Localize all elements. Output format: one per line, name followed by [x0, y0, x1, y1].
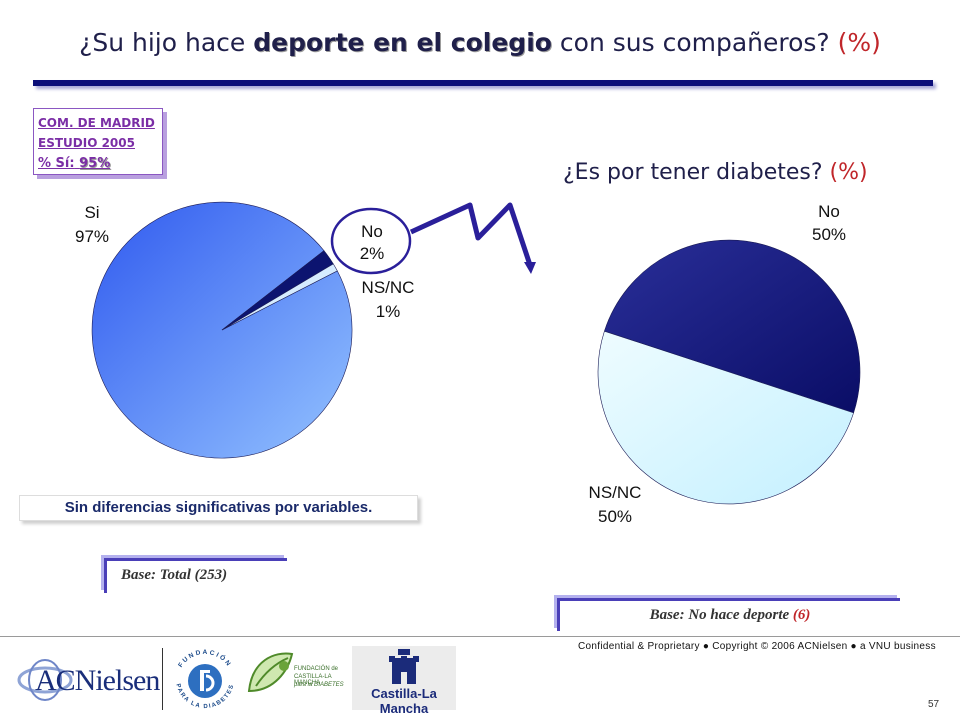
confidential-notice: Confidential & Proprietary ● Copyright ©…	[578, 641, 936, 652]
title-divider	[33, 80, 933, 86]
acnielsen-logo: ACNielsen	[15, 652, 160, 704]
fundacion-diabetes-logo: FUNDACIÓN PARA LA DIABETES	[170, 641, 240, 713]
page-number: 57	[928, 699, 940, 710]
pie2-label-nsnc: NS/NC	[589, 483, 642, 502]
acnielsen-swirl-icon	[17, 659, 73, 701]
zigzag-arrow-head	[524, 262, 536, 274]
leaf-icon	[247, 652, 294, 693]
second-chart-question: ¿Es por tener diabetes?	[563, 160, 823, 185]
page-title: ¿Su hijo hace deporte en el colegio con …	[0, 28, 960, 57]
madrid-yes-value: 95%	[79, 156, 111, 171]
pie2-value-no: 50%	[812, 225, 846, 244]
footer-logo-separator	[162, 648, 163, 710]
fcm-line-3: para la DIABETES	[294, 682, 344, 688]
pie2-label-no: No	[818, 202, 840, 221]
pie1-slice-ns-nc	[221, 263, 338, 331]
base-no-sport-text: Base: No hace deporte	[649, 607, 790, 623]
base-total-label: Base: Total (253)	[104, 558, 287, 593]
fundacion-castilla-logo: FUNDACIÓN de CASTILLA-LA MANCHA para la …	[244, 644, 344, 710]
title-percent-unit: (%)	[837, 28, 881, 57]
clm-logo-text: Castilla-La Mancha	[371, 686, 437, 716]
acnielsen-logo-text: ACNielsen	[35, 664, 160, 697]
pie-chart-sport	[91, 201, 353, 459]
madrid-line-study: ESTUDIO 2005	[38, 136, 135, 150]
castilla-la-mancha-logo: Castilla-La Mancha	[352, 646, 456, 716]
base-no-sport-label: Base: No hace deporte (6)	[557, 598, 900, 631]
footer-divider	[0, 636, 960, 637]
second-chart-title: ¿Es por tener diabetes? (%)	[563, 160, 868, 185]
no-callout-bubble	[330, 207, 412, 275]
title-prefix: ¿Su hijo hace	[79, 28, 254, 57]
pie1-value-si: 97%	[75, 227, 109, 246]
castle-crest-icon	[389, 649, 419, 684]
madrid-reference-box: COM. DE MADRID ESTUDIO 2005 % Sí: 95%	[33, 108, 163, 175]
no-differences-note: Sin diferencias significativas por varia…	[19, 495, 418, 521]
pie1-label-si: Si	[84, 203, 99, 222]
madrid-yes-label: % Sí:	[38, 156, 75, 171]
pie1-slice-si	[91, 201, 353, 459]
pie1-label-no: No	[361, 222, 383, 241]
pie1-value-no: 2%	[360, 244, 385, 263]
madrid-line-community: COM. DE MADRID	[38, 116, 155, 130]
pie2-slice-ns-nc	[597, 330, 854, 505]
title-suffix: con sus compañeros?	[551, 28, 830, 57]
second-chart-percent-unit: (%)	[829, 160, 868, 185]
title-highlight: deporte en el colegio	[253, 28, 552, 57]
pie2-slice-no	[604, 239, 861, 414]
pie-chart-diabetes	[597, 239, 861, 505]
fcm-line-1: FUNDACIÓN de	[294, 666, 339, 672]
zigzag-arrow	[409, 202, 533, 266]
base-no-sport-count: (6)	[792, 607, 811, 623]
callout-connector	[330, 202, 536, 275]
madrid-line-yes: % Sí: 95%	[38, 156, 110, 171]
pie1-label-nsnc: NS/NC	[362, 278, 415, 297]
fundacion-seal-icon: FUNDACIÓN PARA LA DIABETES	[174, 649, 234, 710]
pie2-value-nsnc: 50%	[598, 507, 632, 526]
fcm-line-2: CASTILLA-LA MANCHA	[294, 674, 332, 686]
pie1-value-nsnc: 1%	[376, 302, 401, 321]
